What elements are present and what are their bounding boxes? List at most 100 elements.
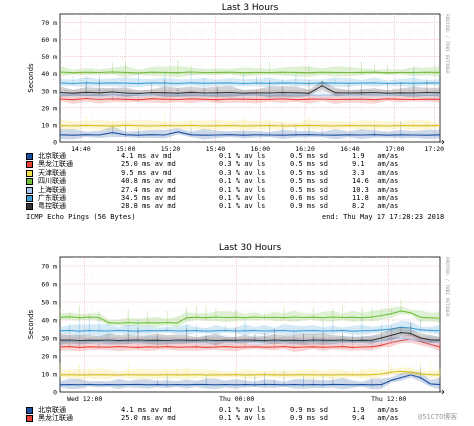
legend-avg-median: 34.5 ms av md bbox=[121, 193, 176, 202]
x-tick-label: Wed 12:00 bbox=[67, 395, 102, 403]
legend-am-as: 8.2 am/as bbox=[352, 202, 399, 211]
series-6 bbox=[59, 70, 441, 88]
median-line bbox=[59, 131, 441, 136]
median-line bbox=[59, 82, 441, 85]
chart-last-3-hours: Last 3 Hours 0 10 m 20 m 30 m 40 m 50 m 60 m 70 … bbox=[27, 3, 450, 153]
y-axis-label: Seconds bbox=[27, 309, 35, 339]
x-tick-label: Thu 12:00 bbox=[371, 395, 406, 403]
chart-last-30-hours: Last 30 Hours 0 10 m 20 m 30 m 40 m 50 m 60 m 70… bbox=[27, 243, 450, 403]
legend-am-as: 3.3 am/as bbox=[352, 168, 399, 177]
smoke-band bbox=[60, 77, 440, 88]
legend-am-as: 11.8 am/as bbox=[352, 193, 399, 202]
y-tick-label: 10 m bbox=[41, 371, 57, 379]
legend-am-as: 10.3 am/as bbox=[352, 185, 399, 194]
legend-swatch bbox=[26, 186, 33, 194]
legend-avg-loss: 0.1 % av ls bbox=[219, 193, 266, 202]
y-tick-label: 70 m bbox=[41, 263, 57, 271]
legend-avg-loss: 0.1 % av ls bbox=[219, 177, 266, 186]
legend-am-as: 1.9 am/as bbox=[352, 152, 399, 160]
chart-title: Last 30 Hours bbox=[219, 243, 282, 253]
median-line bbox=[59, 338, 441, 348]
series-1 bbox=[59, 121, 441, 140]
series-4 bbox=[59, 59, 441, 78]
y-tick-label: 20 m bbox=[41, 104, 57, 112]
x-tick-label: 16:20 bbox=[295, 145, 315, 153]
legend-avg-median: 25.0 ms av md bbox=[121, 414, 176, 423]
median-line bbox=[59, 94, 441, 97]
legend-swatch bbox=[26, 407, 33, 414]
legend-am-as: 9.4 am/as bbox=[352, 414, 399, 423]
legend-avg-loss: 0.3 % av ls bbox=[219, 168, 266, 177]
y-tick-label: 60 m bbox=[41, 36, 57, 44]
median-line bbox=[59, 337, 440, 343]
legend-swatch bbox=[26, 161, 33, 169]
y-tick-label: 50 m bbox=[41, 53, 57, 61]
smoke-band bbox=[60, 320, 440, 336]
legend-series-name: 北京联通 bbox=[38, 152, 66, 160]
legend-avg-median: 27.4 ms av md bbox=[121, 185, 176, 194]
legend-avg-loss: 0.3 % av ls bbox=[219, 160, 266, 169]
smoke-band bbox=[60, 126, 440, 140]
series-7 bbox=[59, 79, 441, 98]
legend-series-name: 广东联通 bbox=[38, 193, 66, 202]
y-tick-label: 30 m bbox=[41, 335, 57, 343]
legend-avg-loss: 0.1 % av ls bbox=[219, 152, 266, 160]
legend-std-dev: 0.5 ms sd bbox=[290, 177, 328, 186]
legend-avg-loss: 0.1 % av ls bbox=[219, 406, 266, 414]
x-tick-label: 17:00 bbox=[385, 145, 405, 153]
x-axis-arrow bbox=[440, 389, 445, 395]
y-tick-label: 70 m bbox=[41, 19, 57, 27]
series-5 bbox=[59, 81, 441, 100]
smoke-band bbox=[60, 119, 440, 131]
median-line bbox=[59, 370, 441, 376]
legend-avg-median: 28.8 ms av md bbox=[121, 202, 176, 211]
legend-std-dev: 0.5 ms sd bbox=[290, 185, 328, 194]
legend-swatch bbox=[26, 178, 33, 186]
y-tick-label: 0 bbox=[53, 389, 57, 397]
legend-avg-median: 4.1 ms av md bbox=[121, 152, 172, 160]
legend-am-as: 9.1 am/as bbox=[352, 160, 399, 169]
y-tick-label: 30 m bbox=[41, 87, 57, 95]
y-tick-label: 10 m bbox=[41, 121, 57, 129]
legend-series-name: 黑龙江联通 bbox=[38, 414, 73, 423]
smoke-band bbox=[60, 65, 440, 78]
rrdtool-credit: RRDTOOL / TOBI OETIKER bbox=[444, 14, 450, 74]
y-tick-label: 0 bbox=[53, 139, 57, 147]
y-tick-label: 20 m bbox=[41, 353, 57, 361]
legend-avg-median: 9.5 ms av md bbox=[121, 168, 172, 177]
y-tick-label: 40 m bbox=[41, 317, 57, 325]
median-line bbox=[59, 332, 441, 342]
median-line bbox=[59, 374, 441, 386]
legend-std-dev: 0.5 ms sd bbox=[290, 152, 328, 160]
smoke-band bbox=[60, 332, 440, 347]
series-7 bbox=[59, 322, 441, 346]
legend-am-as: 14.6 am/as bbox=[352, 177, 399, 186]
rrdtool-credit: RRDTOOL / TOBI OETIKER bbox=[444, 257, 450, 317]
legend-std-dev: 0.9 ms sd bbox=[290, 406, 328, 414]
watermark: @51CTO博客 bbox=[418, 413, 458, 421]
legend-swatch bbox=[26, 169, 33, 177]
x-tick-label: 17:20 bbox=[425, 145, 445, 153]
legend-series-name: 四川联通 bbox=[38, 177, 66, 186]
x-tick-label: 15:40 bbox=[206, 145, 226, 153]
median-line bbox=[59, 326, 441, 332]
legend-avg-loss: 0.1 % av ls bbox=[219, 185, 266, 194]
legend-avg-median: 25.0 ms av md bbox=[121, 160, 176, 169]
legend-series-name: 上海联通 bbox=[38, 185, 66, 194]
legend-series-name: 北京联通 bbox=[38, 406, 66, 414]
x-tick-label: Thu 00:00 bbox=[219, 395, 254, 403]
smoke-band bbox=[60, 367, 440, 380]
legend-std-dev: 0.6 ms sd bbox=[290, 193, 328, 202]
x-tick-label: 15:00 bbox=[116, 145, 136, 153]
legend-series-name: 黑龙江联通 bbox=[38, 160, 73, 169]
smoke-band bbox=[60, 88, 440, 100]
legend-avg-median: 40.8 ms av md bbox=[121, 177, 176, 186]
series-3 bbox=[59, 361, 441, 380]
legend-std-dev: 0.5 ms sd bbox=[290, 168, 328, 177]
legend-swatch bbox=[26, 203, 33, 211]
series-2 bbox=[59, 330, 441, 353]
legend-avg-loss: 0.1 % av ls bbox=[219, 414, 266, 423]
median-line bbox=[59, 310, 441, 324]
legend-std-dev: 0.9 ms sd bbox=[290, 414, 328, 423]
